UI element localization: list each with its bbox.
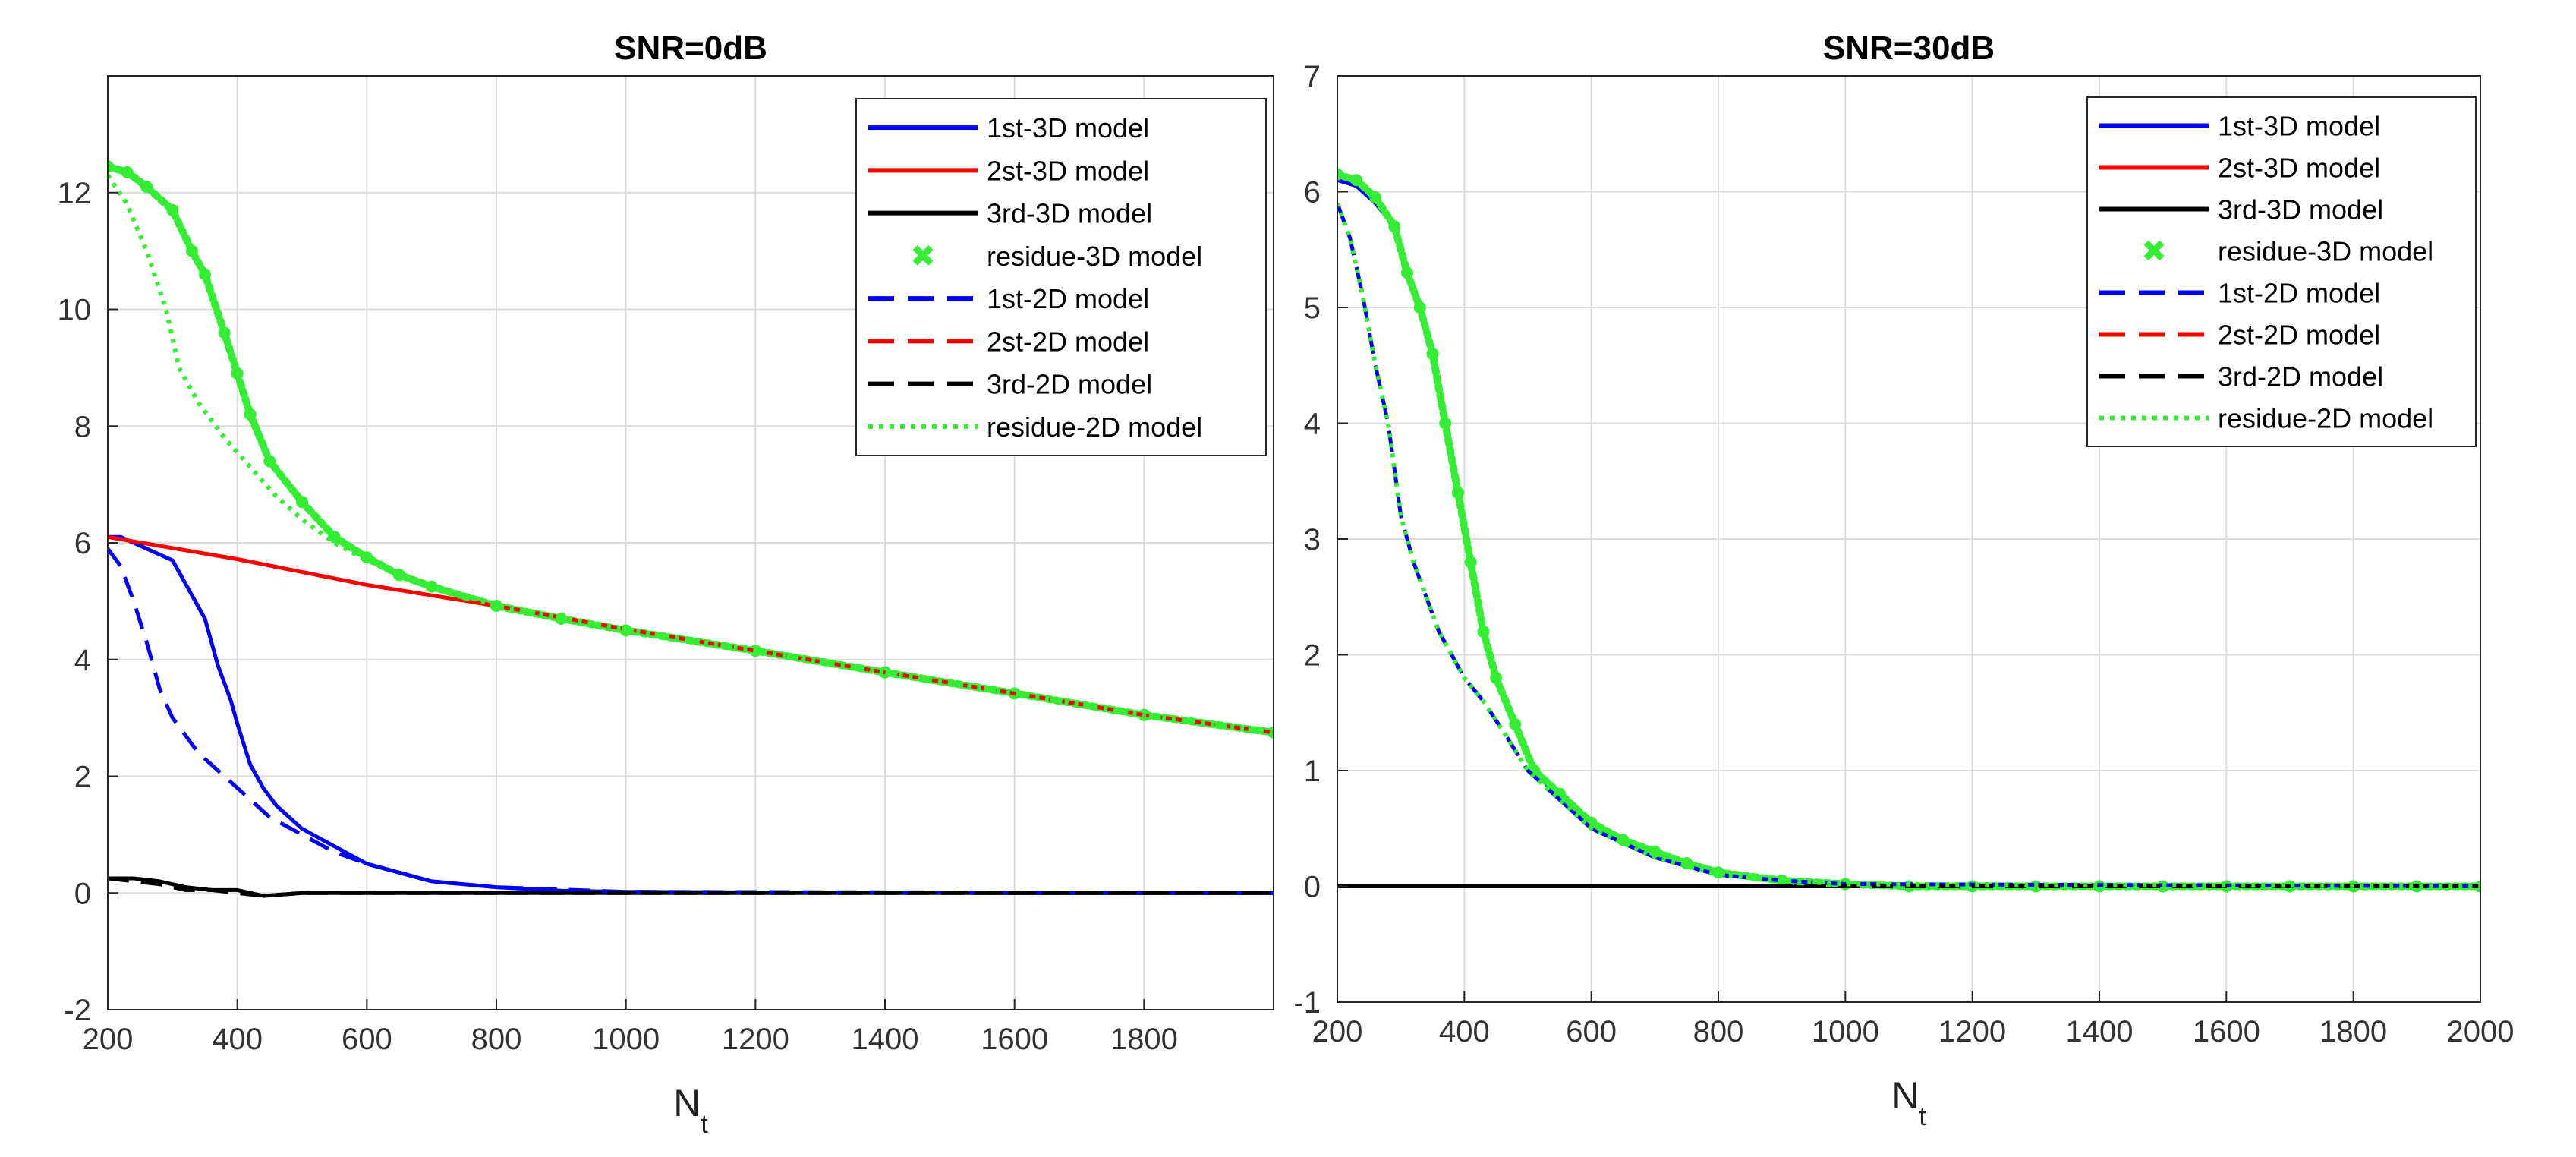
legend-label: 2st-2D model xyxy=(2218,320,2380,351)
y-tick-label: 6 xyxy=(74,527,91,560)
x-tick-label: 200 xyxy=(83,1023,134,1056)
legend-item-1st-2d-model: 1st-2D model xyxy=(2099,278,2380,309)
legend-item-1st-2d-model: 1st-2D model xyxy=(868,283,1149,314)
legend-item-1st-3d-model: 1st-3D model xyxy=(868,112,1149,143)
y-tick-label: 4 xyxy=(1304,408,1321,441)
x-tick-label: 800 xyxy=(471,1023,522,1056)
legend-box xyxy=(855,98,1267,456)
legend-item-residue-3d-model: ✖ residue-3D model xyxy=(2141,235,2433,270)
x-axis-label: Nt xyxy=(673,1082,708,1139)
x-tick-label: 1000 xyxy=(1812,1015,1879,1048)
series-1st-2d-model xyxy=(108,547,1274,895)
y-tick-label: 4 xyxy=(74,644,91,677)
series-2st-2d-model xyxy=(108,534,1274,735)
x-tick-label: 1600 xyxy=(981,1023,1048,1056)
y-tick-label: 8 xyxy=(74,410,91,443)
legend-item-2st-2d-model: 2st-2D model xyxy=(868,326,1149,357)
legend-label: 1st-2D model xyxy=(2218,278,2380,309)
x-tick-label: 1400 xyxy=(2066,1015,2134,1048)
legend-item-3rd-2d-model: 3rd-2D model xyxy=(2099,361,2383,392)
series-3rd-2d-model xyxy=(108,876,1274,898)
y-tick-label: 1 xyxy=(1304,755,1321,788)
y-tick-label: 0 xyxy=(74,877,91,910)
y-tick-label: 10 xyxy=(58,294,92,327)
x-axis-label-main: N xyxy=(1891,1074,1919,1117)
legend-marker: ✖ xyxy=(910,239,936,274)
x-axis-label-subscript: t xyxy=(701,1110,708,1139)
chart-snr-0db: 200 400 600 800 1000 1200 1400 1600 1800 -2 0 2 4 6 8 1… xyxy=(58,30,1274,1139)
legend-label: 2st-3D model xyxy=(2218,153,2380,184)
y-tick-label: 12 xyxy=(58,177,92,210)
y-tick-label: 2 xyxy=(1304,639,1321,673)
legend-item-2st-3d-model: 2st-3D model xyxy=(868,155,1149,186)
x-axis-label-subscript: t xyxy=(1919,1102,1926,1131)
legend-item-3rd-3d-model: 3rd-3D model xyxy=(868,198,1152,229)
legend-item-residue-2d-model: residue-2D model xyxy=(868,411,1202,443)
legend-label: 2st-3D model xyxy=(987,155,1149,186)
y-tick-label: 6 xyxy=(1304,176,1321,210)
legend-label: 3rd-2D model xyxy=(2218,361,2383,392)
y-tick-label: 7 xyxy=(1304,60,1321,93)
x-tick-label: 800 xyxy=(1693,1015,1744,1048)
legend-label: 3rd-2D model xyxy=(987,369,1152,400)
legend-item-3rd-3d-model: 3rd-3D model xyxy=(2099,194,2383,225)
x-tick-label: 400 xyxy=(212,1023,263,1056)
x-tick-label: 600 xyxy=(342,1023,392,1056)
legend-label: residue-2D model xyxy=(2218,403,2433,434)
legend-item-residue-2d-model: residue-2D model xyxy=(2099,403,2433,434)
x-tick-label: 400 xyxy=(1439,1015,1490,1048)
series-residue-2d-model xyxy=(108,174,1274,735)
legend-box xyxy=(2086,96,2477,447)
x-tick-label: 1800 xyxy=(1110,1023,1178,1056)
legend-label: 2st-2D model xyxy=(987,326,1149,357)
y-tick-label: 2 xyxy=(74,761,91,794)
legend-item-2st-2d-model: 2st-2D model xyxy=(2099,320,2380,351)
legend-marker: ✖ xyxy=(2141,235,2167,270)
x-tick-label: 1200 xyxy=(722,1023,789,1056)
legend-label: 3rd-3D model xyxy=(987,198,1152,229)
legend-label: residue-3D model xyxy=(987,241,1202,272)
y-tick-label: -1 xyxy=(1293,986,1321,1020)
x-axis-label-main: N xyxy=(673,1082,701,1124)
legend-label: 1st-3D model xyxy=(987,112,1149,143)
legend-item-residue-3d-model: ✖ residue-3D model xyxy=(910,239,1202,274)
x-tick-label: 600 xyxy=(1566,1015,1617,1048)
y-tick-label: 0 xyxy=(1304,871,1321,904)
y-tick-label: 5 xyxy=(1304,292,1321,325)
x-tick-label: 200 xyxy=(1312,1015,1363,1048)
x-axis-label: Nt xyxy=(1891,1074,1926,1131)
x-tick-label: 2000 xyxy=(2447,1015,2515,1048)
series-1st-2d-model xyxy=(1337,202,2480,888)
x-tick-label: 1000 xyxy=(592,1023,660,1056)
series-group xyxy=(108,160,1274,898)
legend-label: 1st-2D model xyxy=(987,283,1149,314)
chart-title: SNR=30dB xyxy=(1823,30,1995,67)
legend-item-1st-3d-model: 1st-3D model xyxy=(2099,111,2380,142)
legend-label: residue-3D model xyxy=(2218,236,2433,267)
x-tick-label: 1800 xyxy=(2319,1015,2387,1048)
x-tick-label: 1600 xyxy=(2193,1015,2260,1048)
legend-label: 3rd-3D model xyxy=(2218,194,2383,225)
x-tick-label: 1200 xyxy=(1938,1015,2006,1048)
series-group xyxy=(1337,168,2480,893)
legend-item-2st-3d-model: 2st-3D model xyxy=(2099,153,2380,184)
legend-label: 1st-3D model xyxy=(2218,111,2380,142)
chart-snr-30db: 200 400 600 800 1000 1200 1400 1600 1800 2000 -1 0 1… xyxy=(1293,30,2514,1131)
legend-label: residue-2D model xyxy=(987,411,1202,443)
x-tick-label: 1400 xyxy=(852,1023,919,1056)
y-tick-label: -2 xyxy=(64,994,91,1027)
legend: 1st-3D model 2st-3D model 3rd-3D model ✖ res… xyxy=(855,98,1267,456)
legend-item-3rd-2d-model: 3rd-2D model xyxy=(868,369,1152,400)
y-tick-label: 3 xyxy=(1304,523,1321,556)
series-3rd-3d-model xyxy=(108,876,1274,898)
legend: 1st-3D model 2st-3D model 3rd-3D model ✖ res… xyxy=(2086,96,2477,447)
chart-title: SNR=0dB xyxy=(614,30,767,67)
